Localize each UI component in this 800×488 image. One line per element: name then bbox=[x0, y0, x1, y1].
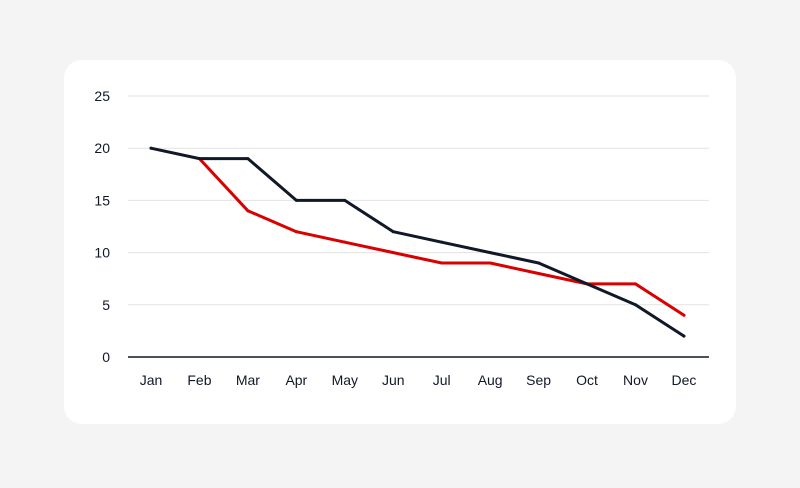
data-point-series2-apr bbox=[294, 198, 298, 202]
data-point-series1-jul bbox=[440, 261, 444, 265]
x-tick-label-aug: Aug bbox=[478, 372, 503, 388]
x-tick-label-dec: Dec bbox=[671, 372, 696, 388]
data-point-series2-dec bbox=[682, 334, 686, 338]
x-tick-label-may: May bbox=[332, 372, 358, 388]
x-tick-label-jul: Jul bbox=[433, 372, 451, 388]
data-point-series1-mar bbox=[246, 209, 250, 213]
x-tick-label-sep: Sep bbox=[526, 372, 551, 388]
data-point-series1-dec bbox=[682, 313, 686, 317]
y-tick-label-25: 25 bbox=[94, 88, 110, 104]
x-tick-label-feb: Feb bbox=[187, 372, 211, 388]
data-point-series1-sep bbox=[537, 271, 541, 275]
x-tick-label-jan: Jan bbox=[140, 372, 163, 388]
data-point-series2-oct bbox=[585, 282, 589, 286]
data-point-series1-may bbox=[343, 240, 347, 244]
x-tick-label-jun: Jun bbox=[382, 372, 405, 388]
data-point-series1-jun bbox=[391, 251, 395, 255]
y-tick-label-15: 15 bbox=[94, 192, 110, 208]
data-point-series2-may bbox=[343, 198, 347, 202]
line-chart: 0 5 10 15 20 25 Jan Feb Mar Apr May Jun Jul Aug Sep Oct… bbox=[94, 88, 709, 388]
x-tick-label-mar: Mar bbox=[236, 372, 260, 388]
data-point-series1-apr bbox=[294, 230, 298, 234]
data-point-series2-jun bbox=[391, 230, 395, 234]
data-point-series2-feb bbox=[197, 157, 201, 161]
series-line-2 bbox=[149, 146, 686, 338]
data-point-series2-jul bbox=[440, 240, 444, 244]
x-tick-label-oct: Oct bbox=[576, 372, 598, 388]
data-point-series1-nov bbox=[634, 282, 637, 286]
chart-card: 0 5 10 15 20 25 Jan Feb Mar Apr May Jun Jul Aug Sep Oct… bbox=[64, 60, 736, 424]
y-tick-label-20: 20 bbox=[94, 140, 110, 156]
series-line-1 bbox=[197, 157, 686, 317]
x-tick-label-apr: Apr bbox=[285, 372, 307, 388]
data-point-series2-mar bbox=[246, 157, 250, 161]
y-tick-label-10: 10 bbox=[94, 245, 110, 261]
data-point-series2-aug bbox=[488, 251, 492, 255]
y-tick-label-0: 0 bbox=[102, 349, 110, 365]
data-point-series2-nov bbox=[634, 303, 637, 307]
data-point-series2-sep bbox=[537, 261, 541, 265]
y-tick-label-5: 5 bbox=[102, 297, 110, 313]
x-tick-label-nov: Nov bbox=[623, 372, 648, 388]
data-point-series2-jan bbox=[149, 146, 153, 150]
data-point-series1-aug bbox=[488, 261, 492, 265]
